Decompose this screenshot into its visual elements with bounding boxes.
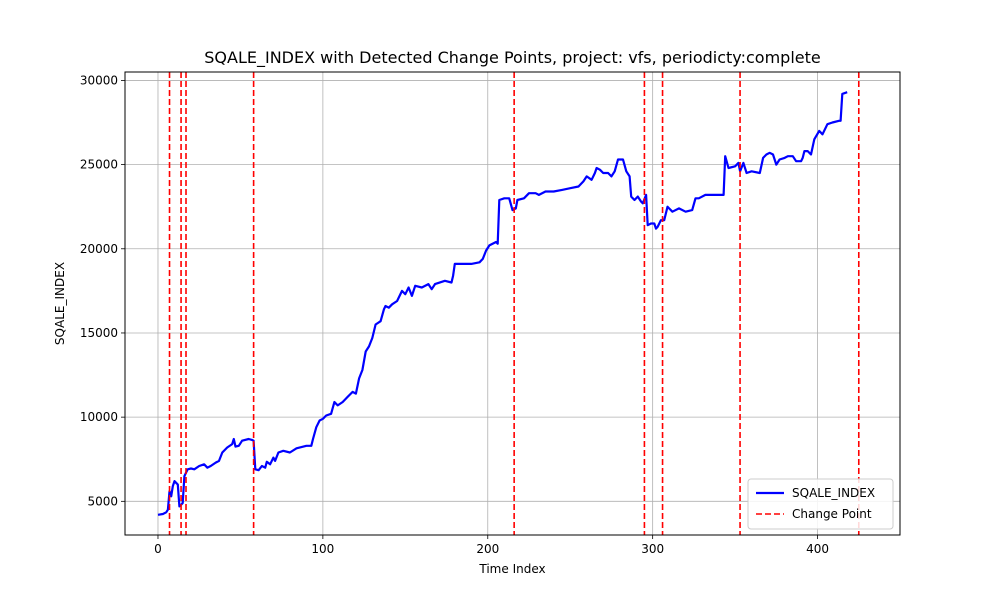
sqale-index-series-line [157, 91, 848, 516]
plot-area [157, 72, 860, 535]
y-tick-label: 30000 [80, 73, 118, 87]
x-tick-label: 400 [806, 542, 829, 556]
y-tick-label: 5000 [87, 494, 118, 508]
x-tick-label: 300 [641, 542, 664, 556]
x-tick-label: 0 [154, 542, 162, 556]
y-tick-label: 25000 [80, 158, 118, 172]
axes-frame [124, 71, 901, 536]
x-tick-label: 100 [311, 542, 334, 556]
legend-box [747, 478, 894, 530]
y-tick-label: 20000 [80, 242, 118, 256]
x-tick-label: 200 [476, 542, 499, 556]
legend-label-sqale-index: SQALE_INDEX [792, 486, 875, 500]
y-tick-label: 10000 [80, 410, 118, 424]
legend-label-change-point: Change Point [792, 507, 872, 521]
axis-ticks: 0 100 200 300 400 5000 10000 15000 20000 25000 300… [80, 73, 829, 556]
y-tick-label: 15000 [80, 326, 118, 340]
legend: SQALE_INDEX Change Point [747, 478, 894, 530]
x-axis-label: Time Index [478, 562, 545, 576]
chart-title: SQALE_INDEX with Detected Change Points,… [204, 48, 820, 68]
y-axis-label: SQALE_INDEX [53, 262, 67, 345]
